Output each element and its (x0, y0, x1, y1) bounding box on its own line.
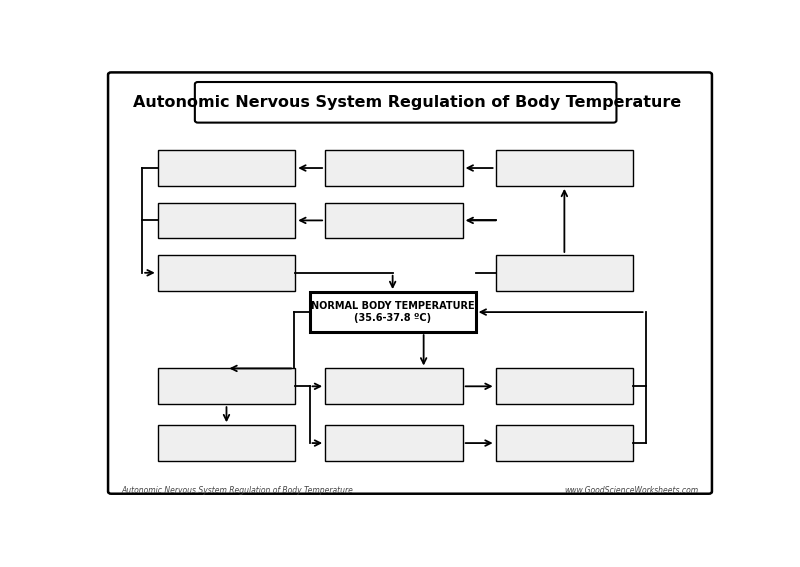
FancyBboxPatch shape (495, 369, 634, 404)
FancyBboxPatch shape (158, 425, 295, 461)
FancyBboxPatch shape (158, 150, 295, 186)
Text: NORMAL BODY TEMPERATURE
(35.6-37.8 ºC): NORMAL BODY TEMPERATURE (35.6-37.8 ºC) (311, 301, 474, 323)
FancyBboxPatch shape (495, 425, 634, 461)
Text: www.GoodScienceWorksheets.com: www.GoodScienceWorksheets.com (564, 486, 698, 495)
FancyBboxPatch shape (325, 425, 462, 461)
FancyBboxPatch shape (108, 73, 712, 494)
FancyBboxPatch shape (325, 150, 462, 186)
FancyBboxPatch shape (158, 255, 295, 291)
FancyBboxPatch shape (495, 150, 634, 186)
FancyBboxPatch shape (325, 369, 462, 404)
FancyBboxPatch shape (310, 292, 476, 332)
FancyBboxPatch shape (158, 369, 295, 404)
FancyBboxPatch shape (325, 202, 462, 238)
Text: Autonomic Nervous System Regulation of Body Temperature: Autonomic Nervous System Regulation of B… (133, 95, 681, 110)
Text: Autonomic Nervous System Regulation of Body Temperature: Autonomic Nervous System Regulation of B… (122, 486, 354, 495)
FancyBboxPatch shape (495, 255, 634, 291)
FancyBboxPatch shape (158, 202, 295, 238)
FancyBboxPatch shape (195, 82, 617, 122)
